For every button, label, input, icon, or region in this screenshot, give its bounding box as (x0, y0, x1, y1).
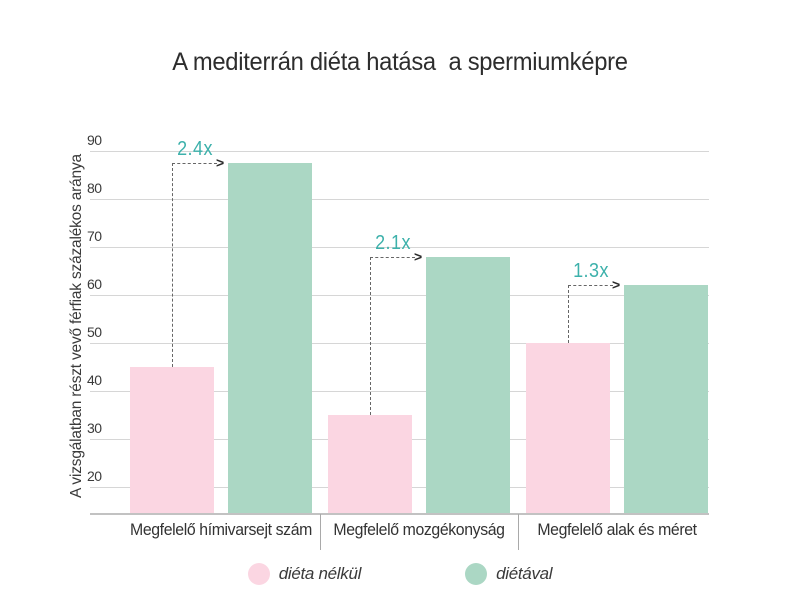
annotation-hline-2 (568, 285, 613, 287)
annotation-arrow-icon-0: > (216, 154, 225, 171)
bar-dieta-nelkul-2 (526, 343, 610, 513)
annotation-multiplier-2: 1.3x (573, 260, 609, 283)
legend-item-dieta-nelkul: diéta nélkül (247, 563, 362, 585)
annotation-vline-0 (172, 163, 173, 367)
annotation-vline-2 (568, 285, 569, 343)
y-axis-title: A vizsgálatban részt vevő férfiak százal… (68, 154, 85, 498)
legend: diéta nélkül diétával (0, 558, 800, 590)
legend-label: diétával (496, 564, 553, 583)
gridline-50 (90, 343, 709, 344)
chart-title: A mediterrán diéta hatása a spermiumképr… (172, 48, 628, 76)
gridline-80 (90, 199, 709, 200)
annotation-hline-0 (172, 163, 217, 164)
annotation-multiplier-1: 2.1x (375, 231, 411, 254)
annotation-vline-1 (370, 256, 371, 415)
y-tick-label-50: 50 (87, 324, 102, 340)
y-tick-label-60: 60 (87, 276, 102, 292)
x-axis-line (90, 513, 709, 515)
gridline-60 (90, 295, 709, 296)
bar-dietaval-1 (426, 256, 510, 513)
category-separator-2 (518, 514, 519, 550)
legend-label: diéta nélkül (278, 564, 362, 583)
annotation-multiplier-0: 2.4x (177, 138, 213, 160)
bar-dietaval-0 (228, 163, 312, 513)
category-label-1: Megfelelő mozgékonyság (333, 521, 505, 539)
y-tick-label-70: 70 (87, 228, 102, 244)
gridline-40 (90, 391, 709, 392)
bar-dieta-nelkul-1 (328, 415, 412, 513)
y-tick-label-40: 40 (87, 372, 102, 388)
category-separator-1 (320, 514, 321, 550)
legend-swatch-icon (247, 563, 270, 585)
category-label-0: Megfelelő hímivarsejt szám (130, 521, 312, 539)
bar-dietaval-2 (624, 285, 708, 513)
gridline-90 (90, 151, 709, 152)
annotation-arrow-icon-1: > (414, 248, 423, 265)
gridline-70 (90, 247, 709, 248)
y-tick-label-20: 20 (87, 468, 102, 484)
y-tick-label-30: 30 (87, 420, 102, 436)
legend-item-dietaval: diétával (465, 563, 553, 585)
annotation-hline-1 (370, 256, 415, 258)
y-tick-label-80: 80 (87, 180, 102, 196)
category-label-2: Megfelelő alak és méret (537, 521, 697, 539)
y-tick-label-90: 90 (87, 132, 102, 148)
annotation-arrow-icon-2: > (612, 276, 621, 293)
legend-swatch-icon (465, 563, 488, 585)
bar-dieta-nelkul-0 (130, 367, 214, 513)
